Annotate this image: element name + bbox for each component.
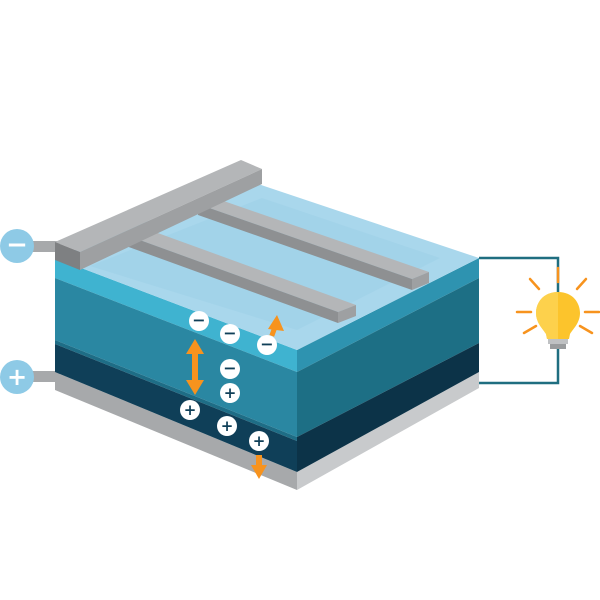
hole: + xyxy=(220,383,240,403)
positive-terminal-wire xyxy=(28,371,60,382)
contact-finger-1-top xyxy=(198,198,429,279)
plus-icon: + xyxy=(7,363,27,391)
negative-terminal-circle xyxy=(0,229,34,263)
minus-icon: − xyxy=(192,311,205,330)
negative-terminal-wire xyxy=(28,241,60,252)
contact-busbar-front xyxy=(55,242,80,270)
glass-right-face xyxy=(297,258,479,372)
minus-icon: − xyxy=(6,230,28,260)
hole: + xyxy=(180,400,200,420)
plus-icon: + xyxy=(221,417,234,435)
plus-icon: + xyxy=(224,384,237,402)
light-rays xyxy=(515,266,600,335)
plus-icon: + xyxy=(253,432,266,450)
bulb-highlight xyxy=(536,292,558,339)
positive-terminal-circle xyxy=(0,360,34,394)
p-layer-right-face xyxy=(297,343,479,472)
glass-reflection xyxy=(90,198,440,330)
electron: − xyxy=(220,324,240,344)
arrow-down-icon xyxy=(251,455,267,479)
p-layer-front-face xyxy=(55,344,297,472)
bulb-base-top xyxy=(548,339,568,344)
bulb-base-bottom xyxy=(550,344,566,349)
double-arrow-icon xyxy=(186,339,204,395)
cell-right-face xyxy=(297,258,479,472)
minus-icon: − xyxy=(223,359,236,378)
negative-terminal: − xyxy=(0,229,34,263)
hole: + xyxy=(249,431,269,451)
electrons: − − − − xyxy=(189,311,277,379)
p-n-junction xyxy=(55,340,297,441)
light-bulb-icon xyxy=(515,266,600,349)
positive-terminal: + xyxy=(0,360,34,394)
minus-icon: − xyxy=(260,335,273,354)
contact-busbar-side xyxy=(80,169,262,270)
holes: + + + + xyxy=(180,383,269,451)
bottom-contact-right-face xyxy=(297,372,479,490)
electron: − xyxy=(257,335,277,355)
electron: − xyxy=(220,359,240,379)
bottom-contact xyxy=(55,372,479,490)
contact-finger-2-top xyxy=(126,228,356,312)
arrow-up-icon xyxy=(268,315,284,337)
hole: + xyxy=(217,416,237,436)
contact-finger-1-side xyxy=(198,204,412,290)
top-contact-grid xyxy=(55,160,429,323)
contact-finger-2-side xyxy=(126,235,338,323)
contact-finger-2-end xyxy=(338,305,356,323)
minus-icon: − xyxy=(223,324,236,343)
plus-icon: + xyxy=(184,401,197,419)
glass-front-face xyxy=(55,258,297,372)
electron: − xyxy=(189,311,209,331)
terminal-wires xyxy=(28,241,60,382)
contact-busbar-top xyxy=(55,160,262,252)
bottom-contact-left-face xyxy=(55,372,297,490)
n-layer-right-face xyxy=(297,278,479,437)
cell-front-face xyxy=(55,258,297,472)
contact-finger-1-end xyxy=(412,272,429,290)
charge-arrows xyxy=(186,315,284,479)
